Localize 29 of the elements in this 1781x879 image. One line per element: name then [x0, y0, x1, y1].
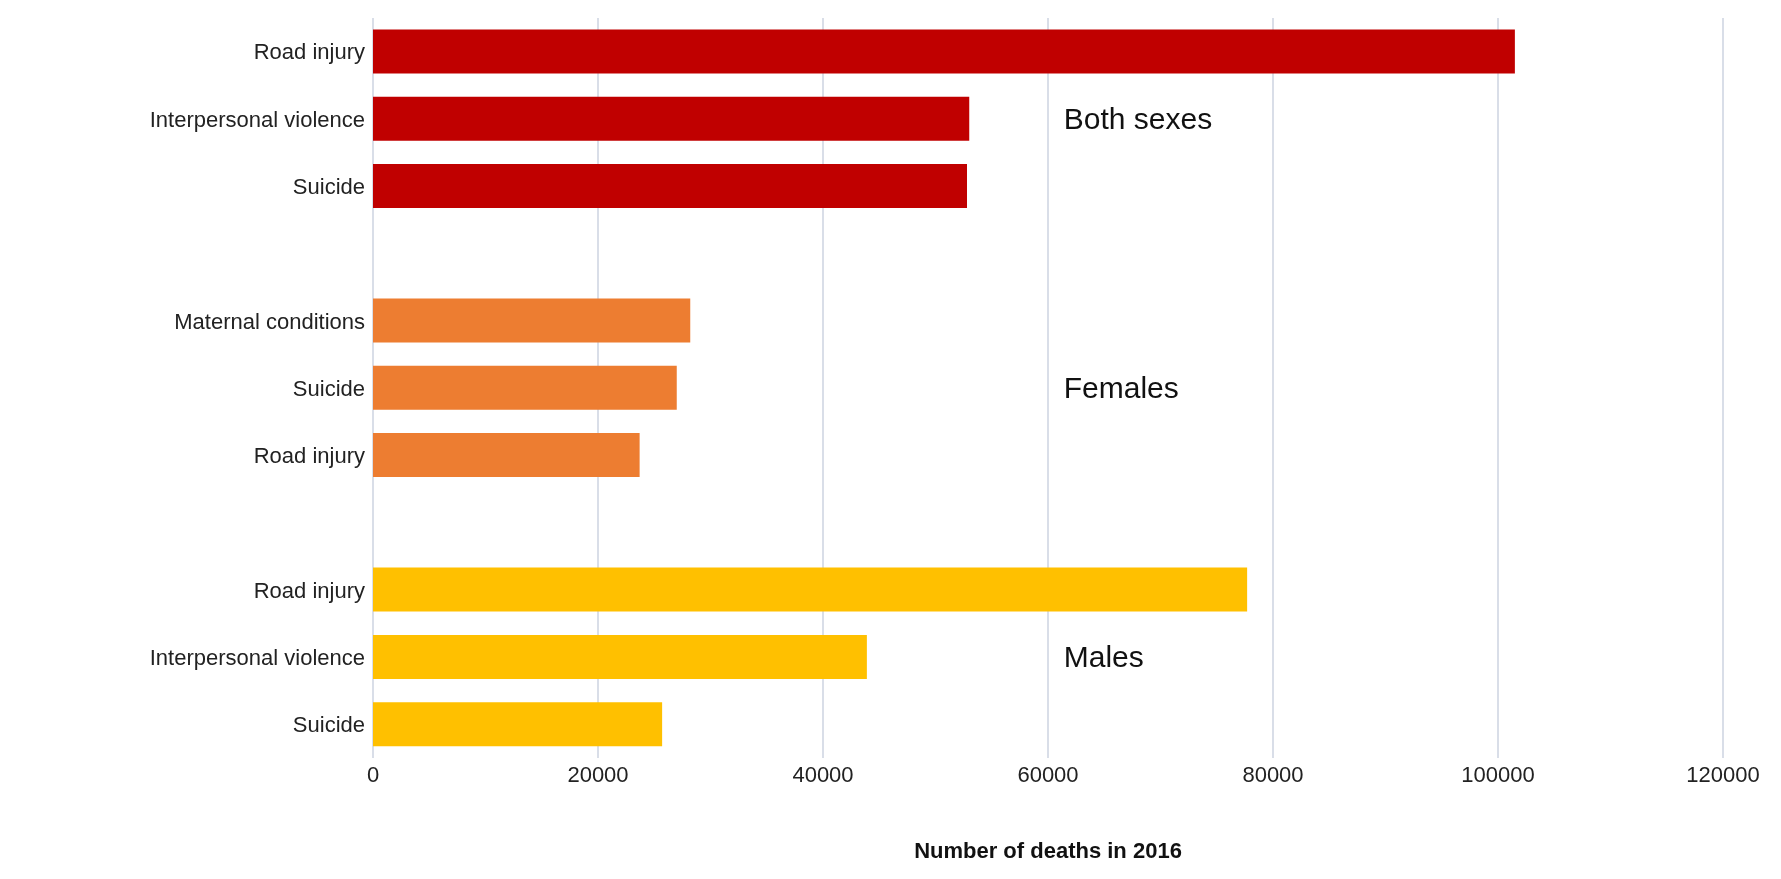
x-axis-title: Number of deaths in 2016: [914, 838, 1182, 863]
bar: [373, 163, 967, 208]
series-label: Both sexes: [1063, 102, 1213, 136]
x-tick-label: 80000: [1242, 761, 1304, 787]
y-tick-label: Interpersonal violence: [149, 106, 365, 132]
bar: [373, 567, 1248, 612]
x-tick-label: 20000: [567, 761, 629, 787]
series-label: Males: [1063, 640, 1144, 674]
y-tick-label: Road injury: [253, 577, 365, 603]
bar: [373, 96, 970, 141]
x-tick-label: 100000: [1461, 761, 1535, 787]
x-tick-label: 120000: [1686, 761, 1760, 787]
y-tick-label: Suicide: [292, 375, 365, 401]
bar: [373, 298, 691, 343]
bar: [373, 29, 1515, 74]
x-tick-label: 40000: [792, 761, 854, 787]
y-tick-label: Maternal conditions: [174, 308, 365, 334]
y-tick-label: Road injury: [253, 443, 365, 469]
y-tick-label: Suicide: [292, 712, 365, 738]
y-tick-label: Road injury: [253, 39, 365, 65]
bar: [373, 365, 677, 410]
bar: [373, 433, 640, 478]
x-tick-label: 60000: [1017, 761, 1079, 787]
x-tick-label: 0: [366, 761, 380, 787]
y-tick-label: Suicide: [292, 173, 365, 199]
bar: [373, 702, 663, 747]
text: Females: [1063, 371, 1179, 405]
y-tick-label: Interpersonal violence: [149, 644, 365, 670]
bar: [373, 634, 867, 679]
